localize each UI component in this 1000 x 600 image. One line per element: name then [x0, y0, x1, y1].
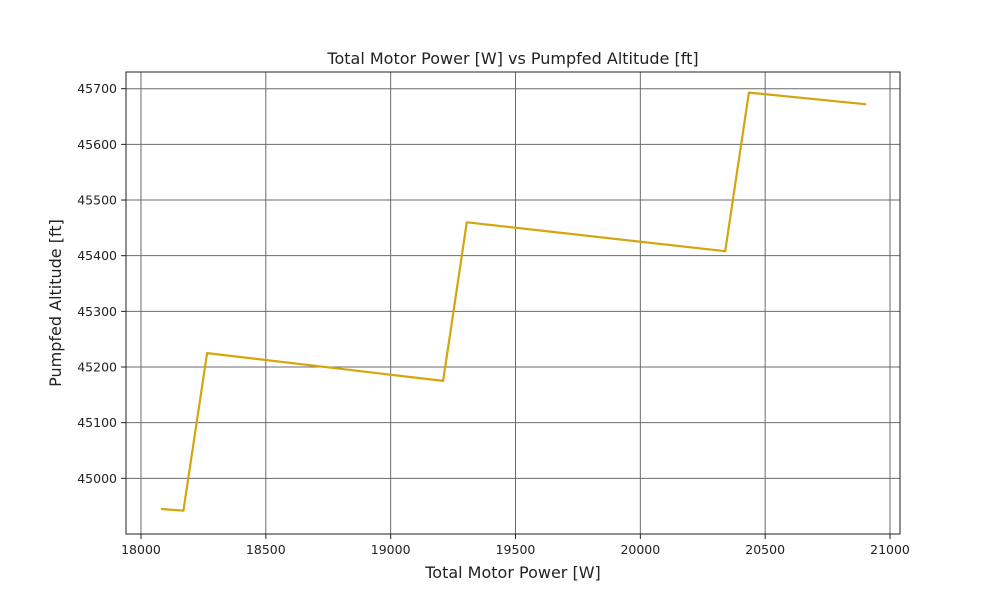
chart-title: Total Motor Power [W] vs Pumpfed Altitud…: [326, 49, 698, 68]
y-tick-label: 45700: [77, 81, 117, 96]
x-tick-label: 20500: [745, 542, 785, 557]
grid: [126, 72, 900, 534]
plot-background: [126, 72, 900, 534]
plot-frame: [125, 71, 901, 535]
y-tick-label: 45400: [77, 248, 117, 263]
x-tick-label: 21000: [870, 542, 910, 557]
series-line: [160, 91, 867, 512]
y-tick-label: 45000: [77, 471, 117, 486]
y-axis-label: Pumpfed Altitude [ft]: [46, 219, 65, 387]
y-tick-label: 45200: [77, 360, 117, 375]
x-tick-label: 18000: [121, 542, 161, 557]
x-axis-label: Total Motor Power [W]: [424, 563, 601, 582]
x-tick-label: 18500: [246, 542, 286, 557]
x-tick-label: 20000: [620, 542, 660, 557]
y-tick-label: 45600: [77, 137, 117, 152]
y-tick-label: 45500: [77, 193, 117, 208]
y-tick-label: 45100: [77, 415, 117, 430]
y-tick-label: 45300: [77, 304, 117, 319]
x-tick-label: 19500: [496, 542, 536, 557]
series-layer: [160, 91, 867, 512]
ticks: 18000 18500 19000 19500 20000 20500 21000 45000…: [77, 81, 910, 557]
x-tick-label: 19000: [371, 542, 411, 557]
